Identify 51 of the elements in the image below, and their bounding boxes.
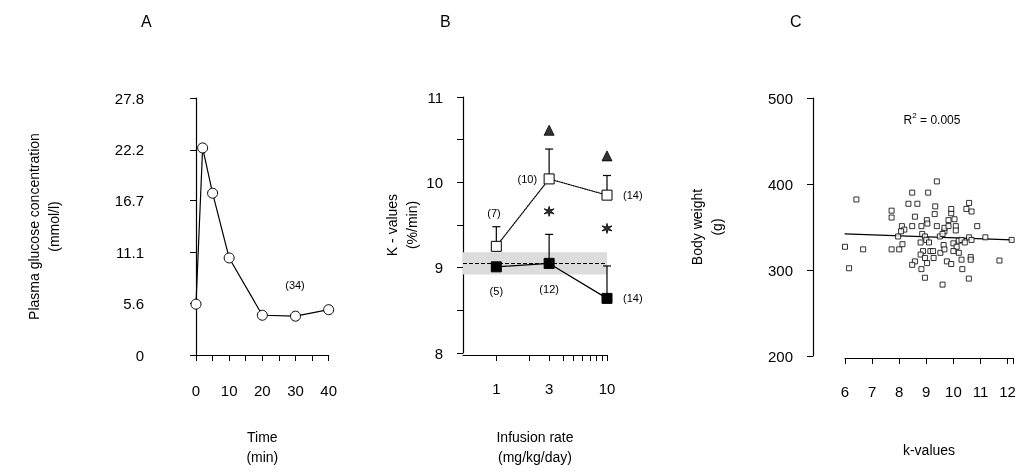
annotation: (14)	[623, 189, 643, 202]
point	[207, 187, 219, 199]
x-tick-label: 7	[867, 383, 877, 400]
point	[290, 310, 301, 322]
chart-title: B	[440, 12, 451, 30]
x-tick-label: 3	[544, 380, 554, 397]
y-tick-label: 0	[135, 346, 144, 364]
x-tick-label: 9	[922, 383, 931, 400]
y-tick-label: 11.1	[115, 243, 144, 261]
y-tick-label: 8	[434, 344, 443, 362]
y-axis-title: Plasma glucose concentration (mmol/l)	[26, 133, 62, 320]
y-axis-title: Body weight (g)	[689, 188, 725, 266]
y-tick-label: 22.2	[114, 141, 144, 159]
x-tick-label: 12	[999, 383, 1016, 400]
x-tick-label: 10	[945, 383, 962, 400]
y-tick-label: 400	[767, 175, 793, 193]
y-tick-label: 200	[767, 347, 793, 365]
x-tick-label: 0	[191, 382, 201, 399]
x-axis-title: Time (min)	[246, 429, 279, 465]
y-tick-label: 500	[767, 89, 793, 107]
x-tick-label: 40	[320, 382, 337, 399]
y-tick-label: 5.6	[123, 294, 144, 312]
x-tick-label: 10	[220, 382, 238, 399]
annotation: (12)	[539, 283, 559, 296]
y-axis-title: K - values (%/min)	[384, 193, 421, 257]
point	[323, 304, 335, 316]
annotation: (7)	[487, 207, 501, 219]
annotation: (5)	[489, 284, 504, 297]
y-tick-label: 9	[434, 259, 443, 277]
x-tick-label: 1	[492, 380, 501, 397]
x-axis-title: Infusion rate (mg/kg/day)	[496, 429, 574, 465]
x-axis-title: k-values	[902, 442, 956, 458]
y-tick-label: 11	[427, 88, 443, 106]
y-tick-label: 27.8	[114, 89, 144, 107]
point	[223, 252, 235, 264]
x-tick-label: 20	[253, 382, 271, 399]
annotation: (10)	[517, 172, 538, 185]
chart-title: A	[141, 12, 152, 30]
point	[256, 309, 268, 321]
y-tick-label: 300	[767, 261, 793, 279]
y-tick-label: 16.7	[114, 192, 144, 210]
annotation: (34)	[285, 279, 305, 291]
y-tick-label: 10	[426, 173, 443, 191]
x-tick-label: 30	[287, 382, 304, 399]
annotation: (14)	[623, 292, 643, 305]
x-tick-label: 6	[840, 383, 850, 400]
x-tick-label: 8	[895, 383, 904, 400]
x-tick-label: 11	[972, 383, 989, 400]
point	[197, 142, 209, 154]
x-tick-label: 10	[598, 380, 616, 397]
chart-title: C	[790, 12, 802, 30]
